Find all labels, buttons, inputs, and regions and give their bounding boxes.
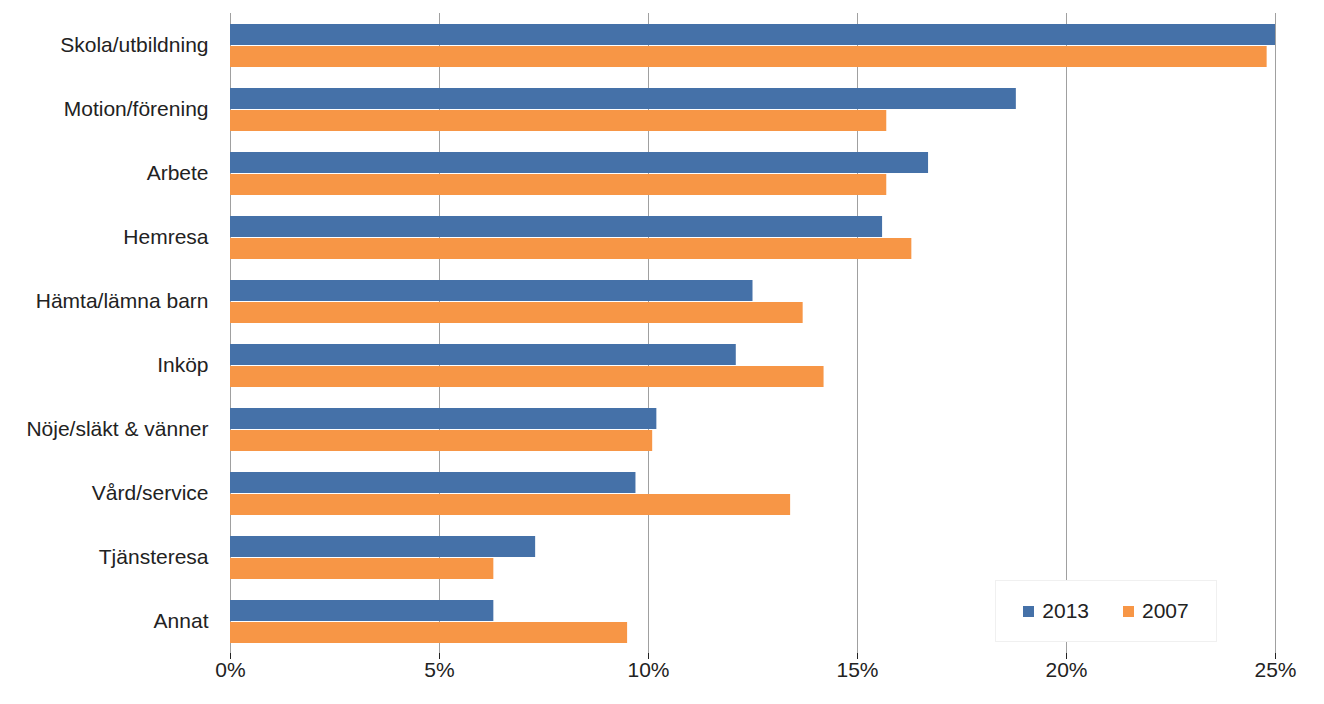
svg-text:Annat: Annat bbox=[154, 609, 209, 632]
svg-text:10%: 10% bbox=[627, 658, 669, 681]
svg-text:Nöje/släkt & vänner: Nöje/släkt & vänner bbox=[26, 417, 208, 440]
svg-text:15%: 15% bbox=[836, 658, 878, 681]
svg-text:Skola/utbildning: Skola/utbildning bbox=[60, 33, 208, 56]
svg-text:Inköp: Inköp bbox=[157, 353, 208, 376]
svg-text:Vård/service: Vård/service bbox=[92, 481, 209, 504]
html-text:2007: 2007 bbox=[1142, 599, 1189, 622]
svg-text:20%: 20% bbox=[1045, 658, 1087, 681]
svg-text:Tjänsteresa: Tjänsteresa bbox=[99, 545, 209, 568]
svg-text:Motion/förening: Motion/förening bbox=[64, 97, 209, 120]
svg-text:25%: 25% bbox=[1254, 658, 1296, 681]
svg-text:0%: 0% bbox=[215, 658, 245, 681]
html-text:2013: 2013 bbox=[1042, 599, 1089, 622]
svg-text:Arbete: Arbete bbox=[147, 161, 209, 184]
svg-text:Hemresa: Hemresa bbox=[123, 225, 209, 248]
svg-text:Hämta/lämna barn: Hämta/lämna barn bbox=[36, 289, 209, 312]
svg-text:5%: 5% bbox=[424, 658, 454, 681]
